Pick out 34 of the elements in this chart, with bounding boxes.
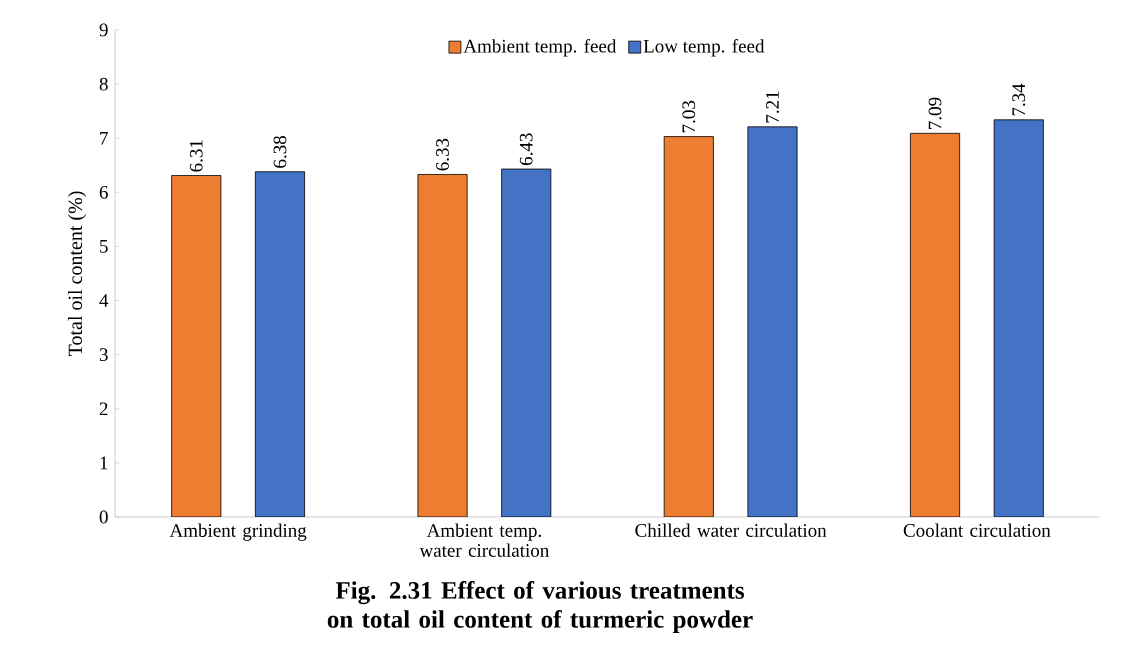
bar bbox=[663, 136, 714, 517]
bar bbox=[501, 168, 552, 517]
legend-label: Ambient temp. feed bbox=[463, 39, 617, 57]
x-tick-label: Ambient temp. water circulation bbox=[419, 523, 550, 557]
data-label: 6.33 bbox=[436, 138, 449, 171]
data-label: 6.31 bbox=[189, 140, 203, 172]
x-tick-label: Chilled water circulation bbox=[635, 523, 827, 537]
y-tick-label: 9 bbox=[99, 23, 108, 37]
legend-label: Low temp. feed bbox=[643, 39, 765, 57]
bar bbox=[747, 126, 798, 517]
bar bbox=[417, 174, 468, 517]
y-axis-title: Total oil content (%) bbox=[67, 191, 87, 357]
bar bbox=[993, 119, 1044, 517]
data-label: 6.43 bbox=[519, 133, 533, 166]
data-label: 7.34 bbox=[1012, 83, 1026, 116]
y-tick-label: 4 bbox=[99, 294, 109, 307]
text: Fig. 2.31 Effect of various treatments on total oil content of turmeric powder bbox=[327, 581, 753, 633]
bar bbox=[910, 132, 961, 517]
y-tick-label: 0 bbox=[99, 510, 108, 524]
y-tick-label: 2 bbox=[99, 402, 108, 416]
y-tick-label: 8 bbox=[99, 77, 108, 91]
bar bbox=[254, 171, 306, 517]
data-label: 7.21 bbox=[766, 91, 779, 123]
y-tick-label: 5 bbox=[100, 240, 108, 253]
x-tick-label: Coolant circulation bbox=[903, 523, 1051, 537]
y-tick-label: 6 bbox=[99, 185, 108, 199]
y-tick-label: 7 bbox=[100, 131, 108, 145]
data-label: 7.03 bbox=[682, 100, 696, 133]
bar bbox=[171, 175, 222, 517]
x-tick-label: Ambient grinding bbox=[169, 523, 307, 541]
data-label: 6.38 bbox=[273, 136, 287, 168]
y-tick-label: 1 bbox=[100, 456, 108, 470]
data-label: 7.09 bbox=[928, 97, 942, 129]
y-tick-label: 3 bbox=[99, 348, 108, 362]
